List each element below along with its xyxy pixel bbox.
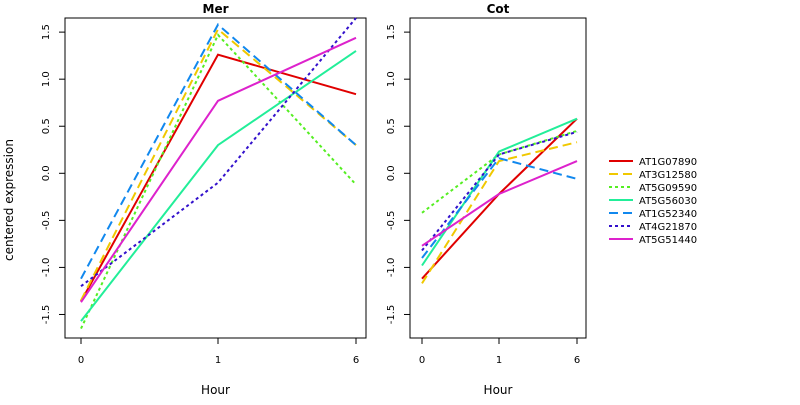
x-tick-label: 6 xyxy=(353,355,359,366)
y-tick-label: -1.5 xyxy=(386,305,397,325)
y-tick-label: -0.5 xyxy=(41,211,52,231)
legend-item-label: AT5G56030 xyxy=(639,196,697,207)
series-line-at4g21870 xyxy=(80,17,357,287)
y-tick-label: 0.0 xyxy=(386,165,397,181)
legend-item-label: AT1G52340 xyxy=(639,209,697,220)
legend-item-label: AT5G09590 xyxy=(639,183,697,194)
panel-title: Mer xyxy=(203,2,229,16)
y-tick-label: -0.5 xyxy=(386,211,397,231)
x-axis-label: Hour xyxy=(201,383,230,397)
series-line-at5g51440 xyxy=(80,36,357,303)
y-tick-label: 0.5 xyxy=(41,118,52,134)
y-tick-label: -1.5 xyxy=(41,305,52,325)
panel-title: Cot xyxy=(487,2,510,16)
y-tick-label: 1.0 xyxy=(386,71,397,87)
series-line-at1g07890 xyxy=(421,117,578,280)
legend-item-label: AT3G12580 xyxy=(639,170,697,181)
legend-item-label: AT1G07890 xyxy=(639,157,697,168)
series-line-at3g12580 xyxy=(421,141,578,284)
panel-frame-cot xyxy=(409,17,587,339)
series-line-at5g09590 xyxy=(421,129,578,214)
series-line-at5g51440 xyxy=(421,160,578,247)
y-axis-label: centered expression xyxy=(2,139,16,261)
series-line-at5g09590 xyxy=(80,33,357,330)
series-line-at1g52340 xyxy=(80,23,357,280)
y-tick-label: -1.0 xyxy=(386,258,397,278)
x-tick-label: 1 xyxy=(496,355,502,366)
series-line-at3g12580 xyxy=(80,27,357,301)
series-line-at1g52340 xyxy=(421,157,578,259)
series-line-at1g07890 xyxy=(80,53,357,302)
y-tick-label: 1.5 xyxy=(41,24,52,40)
x-axis-label: Hour xyxy=(484,383,513,397)
legend-item-label: AT4G21870 xyxy=(639,222,697,233)
x-tick-label: 6 xyxy=(574,355,580,366)
series-line-at5g56030 xyxy=(80,50,357,322)
x-tick-label: 0 xyxy=(419,355,425,366)
x-tick-label: 0 xyxy=(78,355,84,366)
y-tick-label: -1.0 xyxy=(41,258,52,278)
y-tick-label: 1.0 xyxy=(41,71,52,87)
y-tick-label: 0.5 xyxy=(386,118,397,134)
panel-frame-mer xyxy=(64,17,367,339)
y-tick-label: 1.5 xyxy=(386,24,397,40)
x-tick-label: 1 xyxy=(215,355,221,366)
y-tick-label: 0.0 xyxy=(41,165,52,181)
legend-item-label: AT5G51440 xyxy=(639,235,697,246)
